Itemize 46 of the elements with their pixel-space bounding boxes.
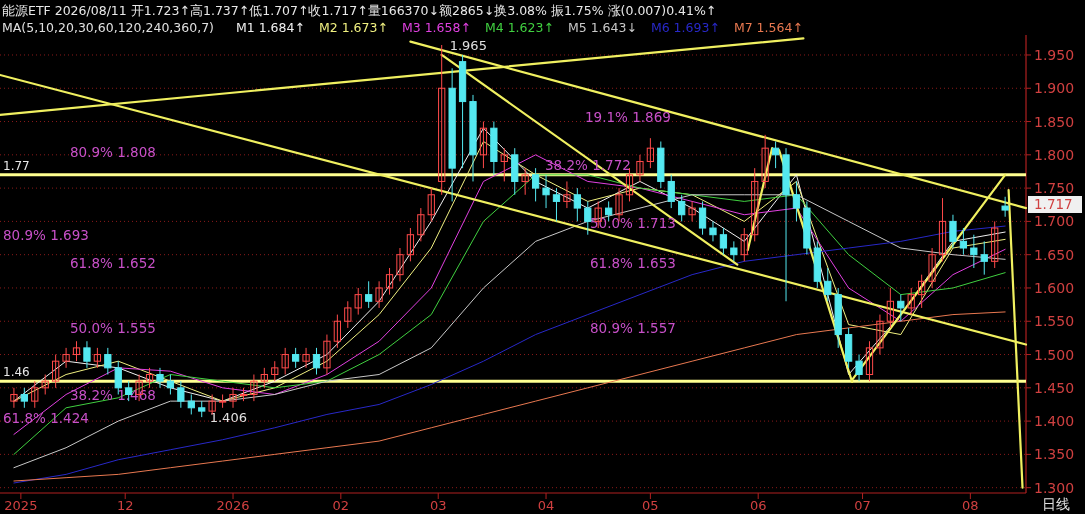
annotation: 61.8% 1.652 — [70, 255, 156, 271]
annotation: 61.8% 1.653 — [590, 255, 676, 271]
y-tick-label: 1.650 — [1034, 246, 1075, 263]
y-tick-label: 1.750 — [1034, 180, 1075, 197]
y-tick-label: 1.500 — [1034, 346, 1075, 363]
text: M4 1.623↑ — [484, 20, 554, 35]
legend-title: MA(5,10,20,30,60,120,240,360,7) — [2, 20, 214, 35]
ref-line-label: 1.77 — [3, 158, 30, 173]
x-tick-label: 2025 — [4, 498, 38, 513]
y-tick-label: 1.350 — [1034, 446, 1075, 463]
text: M2 1.673↑ — [318, 20, 388, 35]
x-tick-label: 2026 — [216, 498, 250, 513]
annotation: 50.0% 1.555 — [70, 320, 156, 336]
y-tick-label: 1.800 — [1034, 146, 1075, 163]
x-tick-label: 06 — [749, 498, 767, 513]
y-tick-label: 1.600 — [1034, 279, 1075, 296]
y-tick-label: 1.300 — [1034, 479, 1075, 496]
text: M5 1.643↓ — [567, 20, 637, 35]
x-tick-label: 05 — [642, 498, 659, 513]
ref-line-label: 1.46 — [3, 365, 30, 380]
text: M7 1.564↑ — [733, 20, 803, 35]
text: 1.717 — [1034, 196, 1073, 212]
x-tick-label: 03 — [429, 498, 447, 513]
x-tick-label: 08 — [962, 498, 979, 513]
annotation: 1.406 — [209, 410, 247, 426]
text: 日线 — [1042, 496, 1070, 512]
annotation: 80.9% 1.693 — [3, 227, 89, 243]
text: M6 1.693↑ — [650, 20, 720, 35]
chart-title: 能源ETF 2026/08/11 开1.723↑高1.737↑低1.707↑收1.717↑量166370↓额2865↓换3.08% 振1.75% 涨(0.007)0.41%↑ — [2, 3, 717, 18]
text: M1 1.684↑ — [235, 20, 305, 35]
y-tick-label: 1.550 — [1034, 313, 1075, 330]
y-tick-label: 1.850 — [1034, 113, 1075, 130]
annotation: 80.9% 1.557 — [590, 320, 676, 336]
y-tick-label: 1.400 — [1034, 413, 1075, 430]
y-tick-label: 1.950 — [1034, 46, 1075, 63]
y-tick-label: 1.450 — [1034, 379, 1075, 396]
annotation: 19.1% 1.869 — [585, 109, 671, 125]
annotation: 80.9% 1.808 — [70, 144, 156, 160]
y-tick-label: 1.700 — [1034, 213, 1075, 230]
x-tick-label: 02 — [332, 498, 350, 513]
text: M3 1.658↑ — [401, 20, 471, 35]
x-tick-label: 04 — [537, 498, 555, 513]
x-tick-label: 07 — [854, 498, 871, 513]
annotation: 1.965 — [449, 37, 487, 53]
y-tick-label: 1.900 — [1034, 80, 1075, 97]
x-tick-label: 12 — [116, 498, 134, 513]
